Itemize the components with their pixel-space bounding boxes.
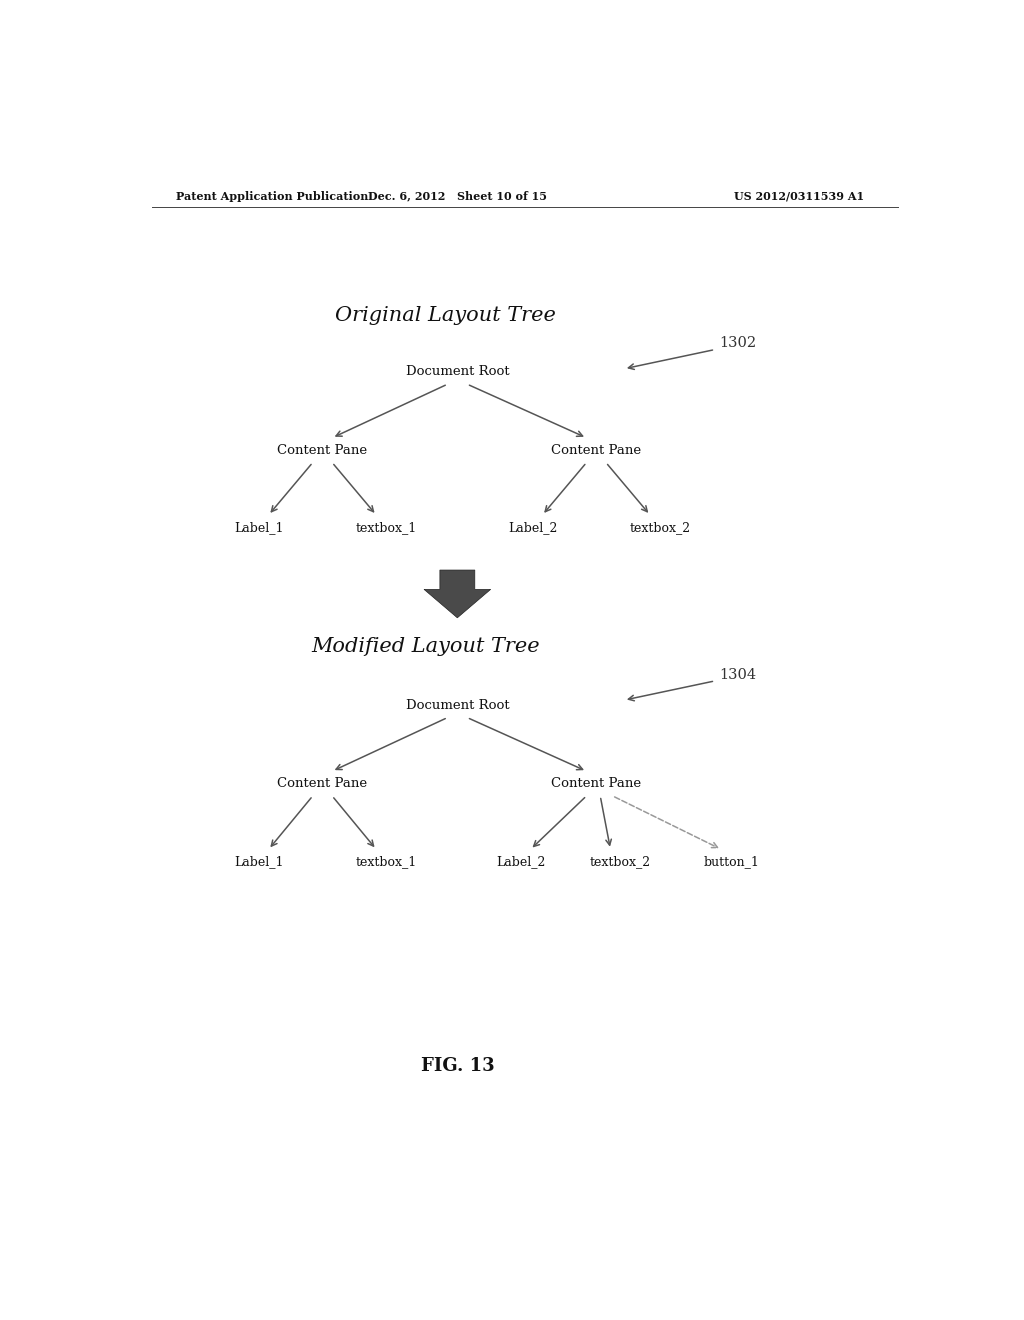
Text: button_1: button_1	[703, 855, 759, 869]
Polygon shape	[424, 570, 490, 618]
Text: textbox_2: textbox_2	[590, 855, 650, 869]
Text: Document Root: Document Root	[406, 698, 509, 711]
Text: US 2012/0311539 A1: US 2012/0311539 A1	[733, 190, 863, 202]
Text: Label_1: Label_1	[234, 521, 284, 533]
Text: Original Layout Tree: Original Layout Tree	[335, 306, 556, 326]
Text: textbox_1: textbox_1	[355, 855, 417, 869]
Text: Content Pane: Content Pane	[551, 777, 641, 789]
Text: Patent Application Publication: Patent Application Publication	[176, 190, 368, 202]
Text: Dec. 6, 2012   Sheet 10 of 15: Dec. 6, 2012 Sheet 10 of 15	[368, 190, 547, 202]
Text: Document Root: Document Root	[406, 366, 509, 379]
Text: Label_1: Label_1	[234, 855, 284, 869]
Text: 1302: 1302	[719, 337, 757, 350]
Text: Label_2: Label_2	[497, 855, 546, 869]
Text: textbox_1: textbox_1	[355, 521, 417, 533]
Text: Label_2: Label_2	[508, 521, 557, 533]
Text: Content Pane: Content Pane	[278, 777, 368, 789]
Text: FIG. 13: FIG. 13	[421, 1057, 495, 1074]
Text: 1304: 1304	[719, 668, 757, 681]
Text: Content Pane: Content Pane	[551, 444, 641, 457]
Text: textbox_2: textbox_2	[629, 521, 690, 533]
Text: Content Pane: Content Pane	[278, 444, 368, 457]
Text: Modified Layout Tree: Modified Layout Tree	[311, 636, 540, 656]
